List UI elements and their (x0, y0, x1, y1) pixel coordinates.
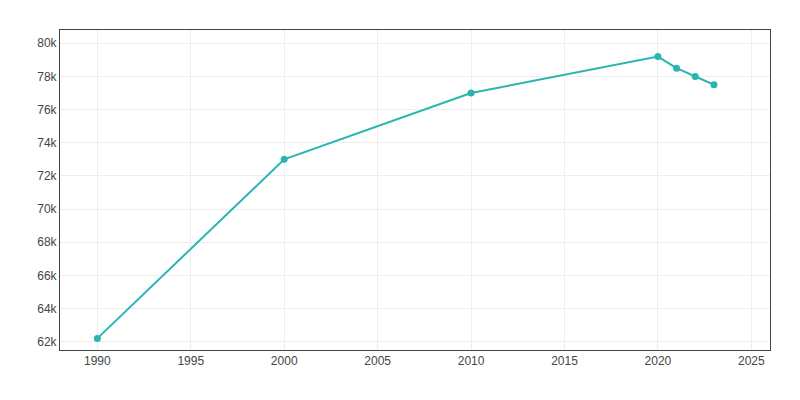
svg-text:2005: 2005 (364, 354, 391, 368)
svg-text:80k: 80k (37, 36, 57, 50)
svg-text:64k: 64k (37, 302, 57, 316)
svg-text:76k: 76k (37, 103, 57, 117)
svg-text:2020: 2020 (645, 354, 672, 368)
svg-text:2000: 2000 (271, 354, 298, 368)
svg-text:78k: 78k (37, 70, 57, 84)
svg-text:2025: 2025 (738, 354, 765, 368)
svg-text:2010: 2010 (458, 354, 485, 368)
svg-text:66k: 66k (37, 269, 57, 283)
svg-text:70k: 70k (37, 202, 57, 216)
svg-text:1990: 1990 (84, 354, 111, 368)
svg-text:1995: 1995 (177, 354, 204, 368)
svg-text:68k: 68k (37, 235, 57, 249)
svg-text:2015: 2015 (551, 354, 578, 368)
svg-text:62k: 62k (37, 335, 57, 349)
svg-text:74k: 74k (37, 136, 57, 150)
svg-text:72k: 72k (37, 169, 57, 183)
